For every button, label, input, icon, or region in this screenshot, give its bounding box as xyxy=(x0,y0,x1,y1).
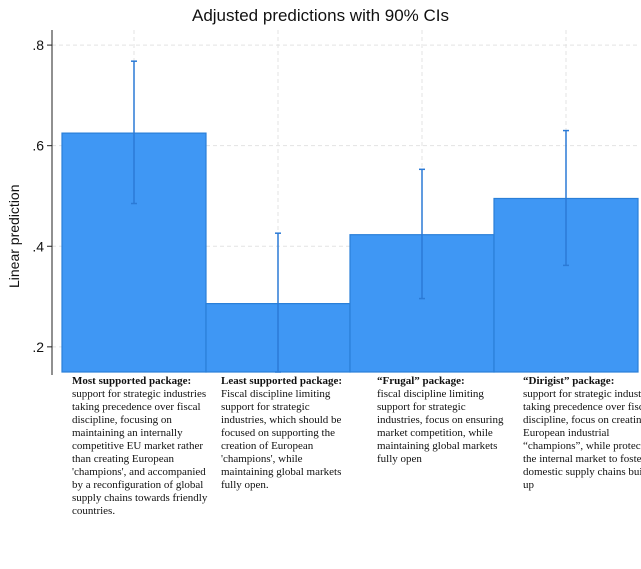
caption-body-1: Fiscal discipline limiting support for s… xyxy=(221,388,342,491)
caption-head-2: “Frugal” package: xyxy=(377,375,465,387)
caption-0: Most supported package: support for strat… xyxy=(72,375,208,518)
caption-3: “Dirigist” package: support for strategic… xyxy=(523,375,641,492)
caption-body-3: support for strategic industries taking … xyxy=(523,388,641,491)
ci-3 xyxy=(563,129,569,267)
ci-0 xyxy=(131,60,137,205)
bar-chart: .2 .4 .6 .8 xyxy=(32,30,639,375)
caption-head-1: Least supported package: xyxy=(221,375,343,387)
ci-1 xyxy=(275,232,281,373)
y-tick-label-2: .6 xyxy=(32,138,44,154)
y-tick-label-0: .2 xyxy=(32,339,44,355)
caption-body-2: fiscal discipline limiting support for s… xyxy=(377,388,504,465)
y-axis: .2 .4 .6 .8 xyxy=(32,30,53,375)
caption-head-3: “Dirigist” package: xyxy=(523,375,615,387)
confidence-intervals xyxy=(131,60,569,373)
chart-title: Adjusted predictions with 90% CIs xyxy=(191,6,450,25)
y-tick-label-3: .8 xyxy=(32,37,44,53)
caption-head-0: Most supported package: xyxy=(72,375,192,387)
caption-1: Least supported package: Fiscal disciplin… xyxy=(221,375,357,492)
caption-body-0: support for strategic industries taking … xyxy=(72,388,208,517)
ci-2 xyxy=(419,168,425,300)
caption-2: “Frugal” package: fiscal discipline limit… xyxy=(377,375,513,466)
bars xyxy=(61,132,639,373)
y-tick-label-1: .4 xyxy=(32,238,44,254)
